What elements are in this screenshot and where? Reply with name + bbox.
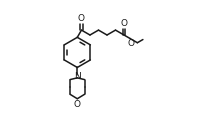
Text: N: N (74, 72, 80, 81)
Text: O: O (74, 100, 80, 108)
Text: O: O (78, 14, 85, 23)
Text: O: O (120, 19, 127, 28)
Text: O: O (126, 39, 133, 48)
